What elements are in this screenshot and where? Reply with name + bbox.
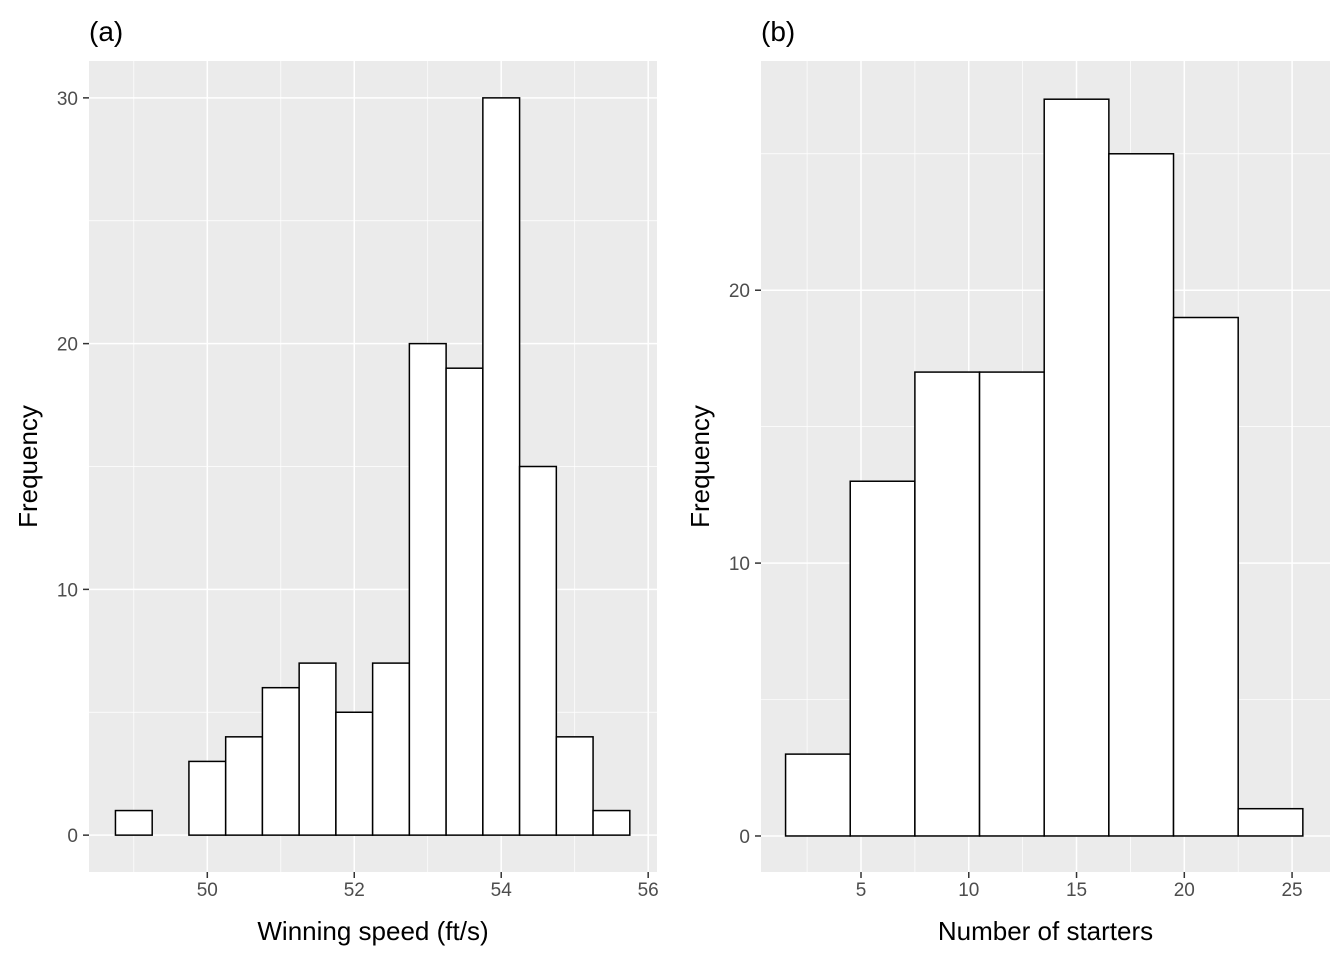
y-tick-label: 20 xyxy=(57,335,78,356)
histogram-bar xyxy=(555,736,594,836)
x-tick-label: 56 xyxy=(638,880,659,901)
y-tick-label: 10 xyxy=(729,554,750,575)
y-tick-label: 0 xyxy=(739,827,750,848)
histogram-bar xyxy=(114,809,153,836)
y-tick-label: 0 xyxy=(67,826,78,847)
histogram-bar xyxy=(1043,98,1110,837)
histogram-bar xyxy=(445,367,484,836)
x-tick-label: 5 xyxy=(856,880,867,901)
histogram-bar xyxy=(1108,153,1175,837)
histogram-bar xyxy=(188,760,227,836)
panel-title: (a) xyxy=(89,16,123,47)
x-tick-label: 52 xyxy=(344,880,365,901)
x-axis-title: Number of starters xyxy=(938,916,1153,946)
histogram-bar xyxy=(849,480,916,837)
histogram-bar xyxy=(371,662,411,836)
y-axis-title: Frequency xyxy=(685,405,715,528)
x-tick-label: 50 xyxy=(197,880,218,901)
y-axis-title: Frequency xyxy=(13,405,43,528)
x-tick-label: 10 xyxy=(958,880,979,901)
x-tick-label: 20 xyxy=(1174,880,1195,901)
histogram-bar xyxy=(784,753,851,837)
histogram-bar xyxy=(518,465,558,836)
panel-title: (b) xyxy=(761,16,795,47)
x-tick-label: 15 xyxy=(1066,880,1087,901)
x-tick-label: 25 xyxy=(1281,880,1302,901)
histogram-bar xyxy=(1237,807,1304,837)
x-tick-label: 54 xyxy=(491,880,513,901)
y-tick-label: 30 xyxy=(57,89,78,110)
histogram-bar xyxy=(1172,316,1239,837)
histogram-bar xyxy=(335,711,374,836)
histogram-bar xyxy=(408,342,447,836)
x-axis-title: Winning speed (ft/s) xyxy=(257,916,488,946)
panel-b: 5 10 15 20 25 0 10 20 Number of starters Frequenc… xyxy=(685,16,1330,946)
y-tick-label: 10 xyxy=(57,580,78,601)
histogram-bar xyxy=(261,686,300,836)
histogram-bar xyxy=(592,809,631,836)
panel-a: 50 52 54 56 0 10 20 30 Winning speed (ft/s) Frequ… xyxy=(13,16,659,946)
y-tick-label: 20 xyxy=(729,281,750,302)
histogram-bar xyxy=(914,371,981,837)
histogram-bar xyxy=(482,97,521,836)
histogram-bar xyxy=(298,662,337,836)
histogram-bar xyxy=(978,371,1045,837)
histogram-bar xyxy=(224,736,264,836)
